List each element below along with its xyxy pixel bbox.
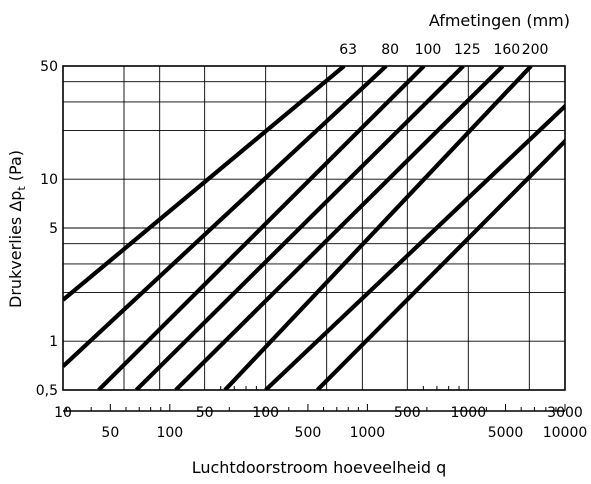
x-tick-label: 3000 [547, 405, 583, 421]
y-axis-title-main: Drukverlies Δp [6, 191, 25, 308]
x-tick-label: 50 [196, 405, 214, 421]
x2-tick-label: 5000 [488, 425, 524, 441]
y-tick-label: 10 [40, 172, 58, 188]
y-axis-title: Drukverlies Δpt (Pa) [6, 150, 28, 308]
series-label-160: 160 [493, 42, 520, 58]
x-tick-label: 500 [394, 405, 421, 421]
y-tick-label: 5 [49, 221, 58, 237]
x-tick-label: 10 [54, 405, 72, 421]
y-tick-label: 1 [49, 334, 58, 350]
series-labels: 6380100125160200250315 [339, 42, 591, 58]
series-label-125: 125 [454, 42, 481, 58]
x2-tick-label: 100 [156, 425, 183, 441]
x2-tick-label: 10000 [543, 425, 588, 441]
top-axis-title: Afmetingen (mm) [429, 11, 570, 30]
series-label-100: 100 [415, 42, 442, 58]
series-label-80: 80 [381, 42, 399, 58]
y-tick-label: 50 [40, 59, 58, 75]
x2-tick-label: 50 [101, 425, 119, 441]
x-axis-title: Luchtdoorstroom hoeveelheid q [192, 458, 447, 477]
y-axis-title-subscript: t [15, 186, 28, 191]
x-tick-label: 1000 [450, 405, 486, 421]
y-tick-label: 0,5 [36, 383, 58, 399]
y-axis-title-unit: (Pa) [6, 150, 25, 181]
x2-tick-label: 500 [295, 425, 322, 441]
series-label-200: 200 [522, 42, 549, 58]
x-tick-label: 100 [252, 405, 279, 421]
series-label-63: 63 [339, 42, 357, 58]
x2-tick-label: 1000 [350, 425, 386, 441]
